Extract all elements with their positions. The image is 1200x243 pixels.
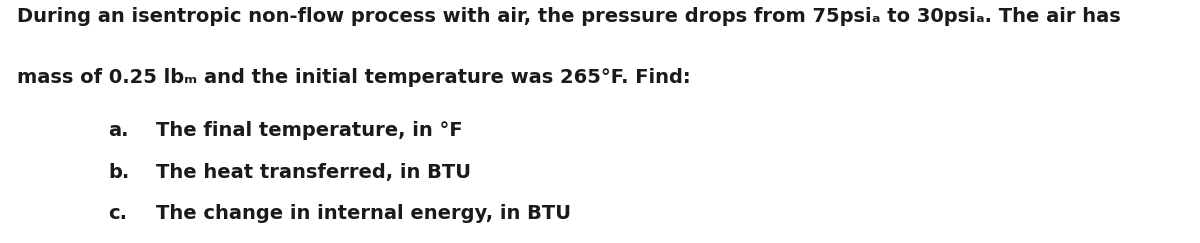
Text: b.: b. bbox=[108, 163, 130, 182]
Text: c.: c. bbox=[108, 204, 127, 223]
Text: mass of 0.25 lbₘ and the initial temperature was 265°F. Find:: mass of 0.25 lbₘ and the initial tempera… bbox=[17, 68, 690, 87]
Text: The final temperature, in °F: The final temperature, in °F bbox=[156, 122, 463, 140]
Text: The change in internal energy, in BTU: The change in internal energy, in BTU bbox=[156, 204, 571, 223]
Text: a.: a. bbox=[108, 122, 128, 140]
Text: The heat transferred, in BTU: The heat transferred, in BTU bbox=[156, 163, 470, 182]
Text: During an isentropic non-flow process with air, the pressure drops from 75psiₐ t: During an isentropic non-flow process wi… bbox=[17, 7, 1121, 26]
